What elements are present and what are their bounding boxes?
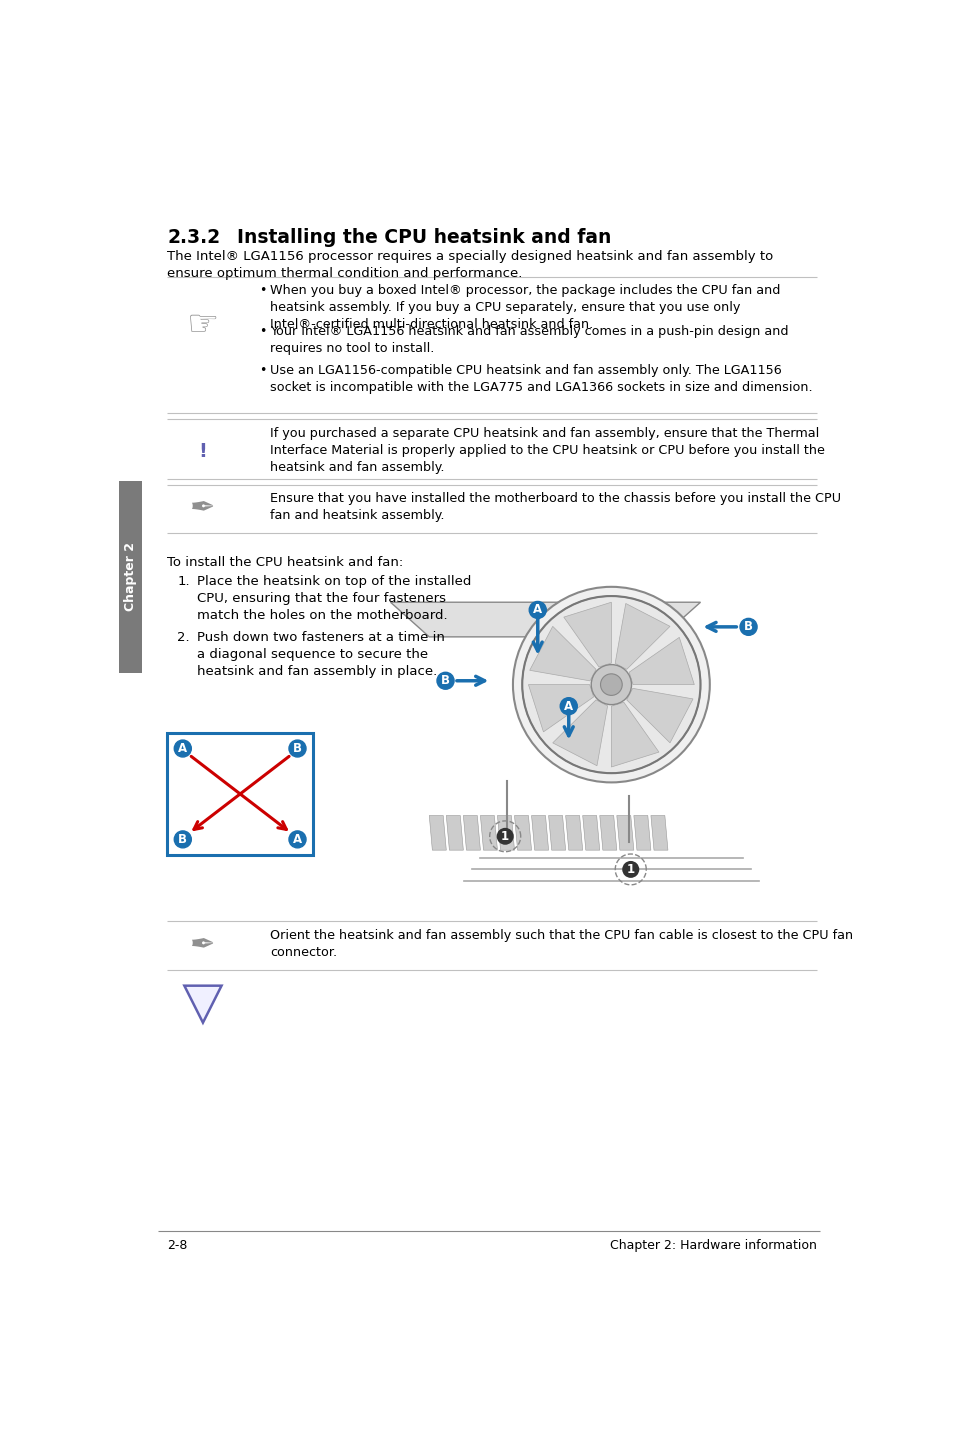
Circle shape: [436, 673, 454, 689]
Circle shape: [497, 828, 513, 844]
Text: A: A: [293, 833, 302, 846]
Polygon shape: [429, 815, 446, 850]
Polygon shape: [531, 815, 548, 850]
Text: A: A: [533, 604, 541, 617]
Polygon shape: [497, 815, 514, 850]
Bar: [167, 733, 313, 854]
Polygon shape: [611, 702, 659, 766]
Text: 2.: 2.: [177, 631, 190, 644]
Text: Ensure that you have installed the motherboard to the chassis before you install: Ensure that you have installed the mothe…: [270, 492, 841, 522]
Text: Push down two fasteners at a time in
a diagonal sequence to secure the
heatsink : Push down two fasteners at a time in a d…: [196, 631, 444, 677]
Text: 1: 1: [500, 830, 509, 843]
Text: Chapter 2: Chapter 2: [124, 542, 137, 611]
Text: !: !: [198, 441, 207, 460]
Polygon shape: [552, 700, 607, 766]
Circle shape: [289, 831, 306, 848]
Text: The Intel® LGA1156 processor requires a specially designed heatsink and fan asse: The Intel® LGA1156 processor requires a …: [167, 250, 773, 279]
Circle shape: [529, 601, 546, 618]
Text: Use an LGA1156-compatible CPU heatsink and fan assembly only. The LGA1156
socket: Use an LGA1156-compatible CPU heatsink a…: [270, 364, 812, 394]
Circle shape: [289, 741, 306, 756]
Text: B: B: [440, 674, 450, 687]
Text: B: B: [178, 833, 187, 846]
Text: If you purchased a separate CPU heatsink and fan assembly, ensure that the Therm: If you purchased a separate CPU heatsink…: [270, 427, 824, 473]
Bar: [119, 480, 142, 673]
Circle shape: [513, 587, 709, 782]
Text: B: B: [293, 742, 302, 755]
Text: B: B: [743, 620, 752, 633]
Polygon shape: [514, 815, 531, 850]
Circle shape: [599, 674, 621, 696]
Text: 1.: 1.: [177, 575, 190, 588]
Polygon shape: [650, 815, 667, 850]
Circle shape: [559, 697, 577, 715]
Text: When you buy a boxed Intel® processor, the package includes the CPU fan and
heat: When you buy a boxed Intel® processor, t…: [270, 285, 780, 331]
Polygon shape: [599, 815, 617, 850]
Polygon shape: [390, 603, 700, 637]
Text: 1: 1: [626, 863, 634, 876]
Text: Place the heatsink on top of the installed
CPU, ensuring that the four fasteners: Place the heatsink on top of the install…: [196, 575, 471, 623]
Text: A: A: [178, 742, 187, 755]
Polygon shape: [582, 815, 599, 850]
Polygon shape: [446, 815, 463, 850]
Polygon shape: [617, 815, 633, 850]
Circle shape: [740, 618, 757, 636]
Polygon shape: [563, 603, 611, 667]
Circle shape: [591, 664, 631, 705]
Polygon shape: [615, 604, 669, 669]
Circle shape: [621, 861, 639, 877]
Circle shape: [521, 597, 700, 774]
Text: •: •: [259, 364, 267, 377]
Polygon shape: [528, 684, 593, 732]
Polygon shape: [565, 815, 582, 850]
Text: Your Intel® LGA1156 heatsink and fan assembly comes in a push-pin design and
req: Your Intel® LGA1156 heatsink and fan ass…: [270, 325, 788, 355]
Text: Orient the heatsink and fan assembly such that the CPU fan cable is closest to t: Orient the heatsink and fan assembly suc…: [270, 929, 853, 959]
Text: 2.3.2: 2.3.2: [167, 229, 220, 247]
Text: To install the CPU heatsink and fan:: To install the CPU heatsink and fan:: [167, 557, 403, 569]
Text: A: A: [563, 700, 573, 713]
Polygon shape: [480, 815, 497, 850]
Polygon shape: [184, 985, 221, 1022]
Polygon shape: [548, 815, 565, 850]
Polygon shape: [529, 627, 596, 680]
Text: ☞: ☞: [187, 308, 219, 341]
Circle shape: [174, 831, 192, 848]
Text: •: •: [259, 285, 267, 298]
Text: ✒: ✒: [190, 495, 215, 523]
Polygon shape: [626, 689, 692, 743]
Circle shape: [174, 741, 192, 756]
Text: ✒: ✒: [190, 930, 215, 961]
Polygon shape: [463, 815, 480, 850]
Text: Chapter 2: Hardware information: Chapter 2: Hardware information: [609, 1240, 816, 1252]
Text: 2-8: 2-8: [167, 1240, 188, 1252]
Polygon shape: [628, 637, 694, 684]
Text: Installing the CPU heatsink and fan: Installing the CPU heatsink and fan: [236, 229, 611, 247]
Text: •: •: [259, 325, 267, 338]
Polygon shape: [633, 815, 650, 850]
